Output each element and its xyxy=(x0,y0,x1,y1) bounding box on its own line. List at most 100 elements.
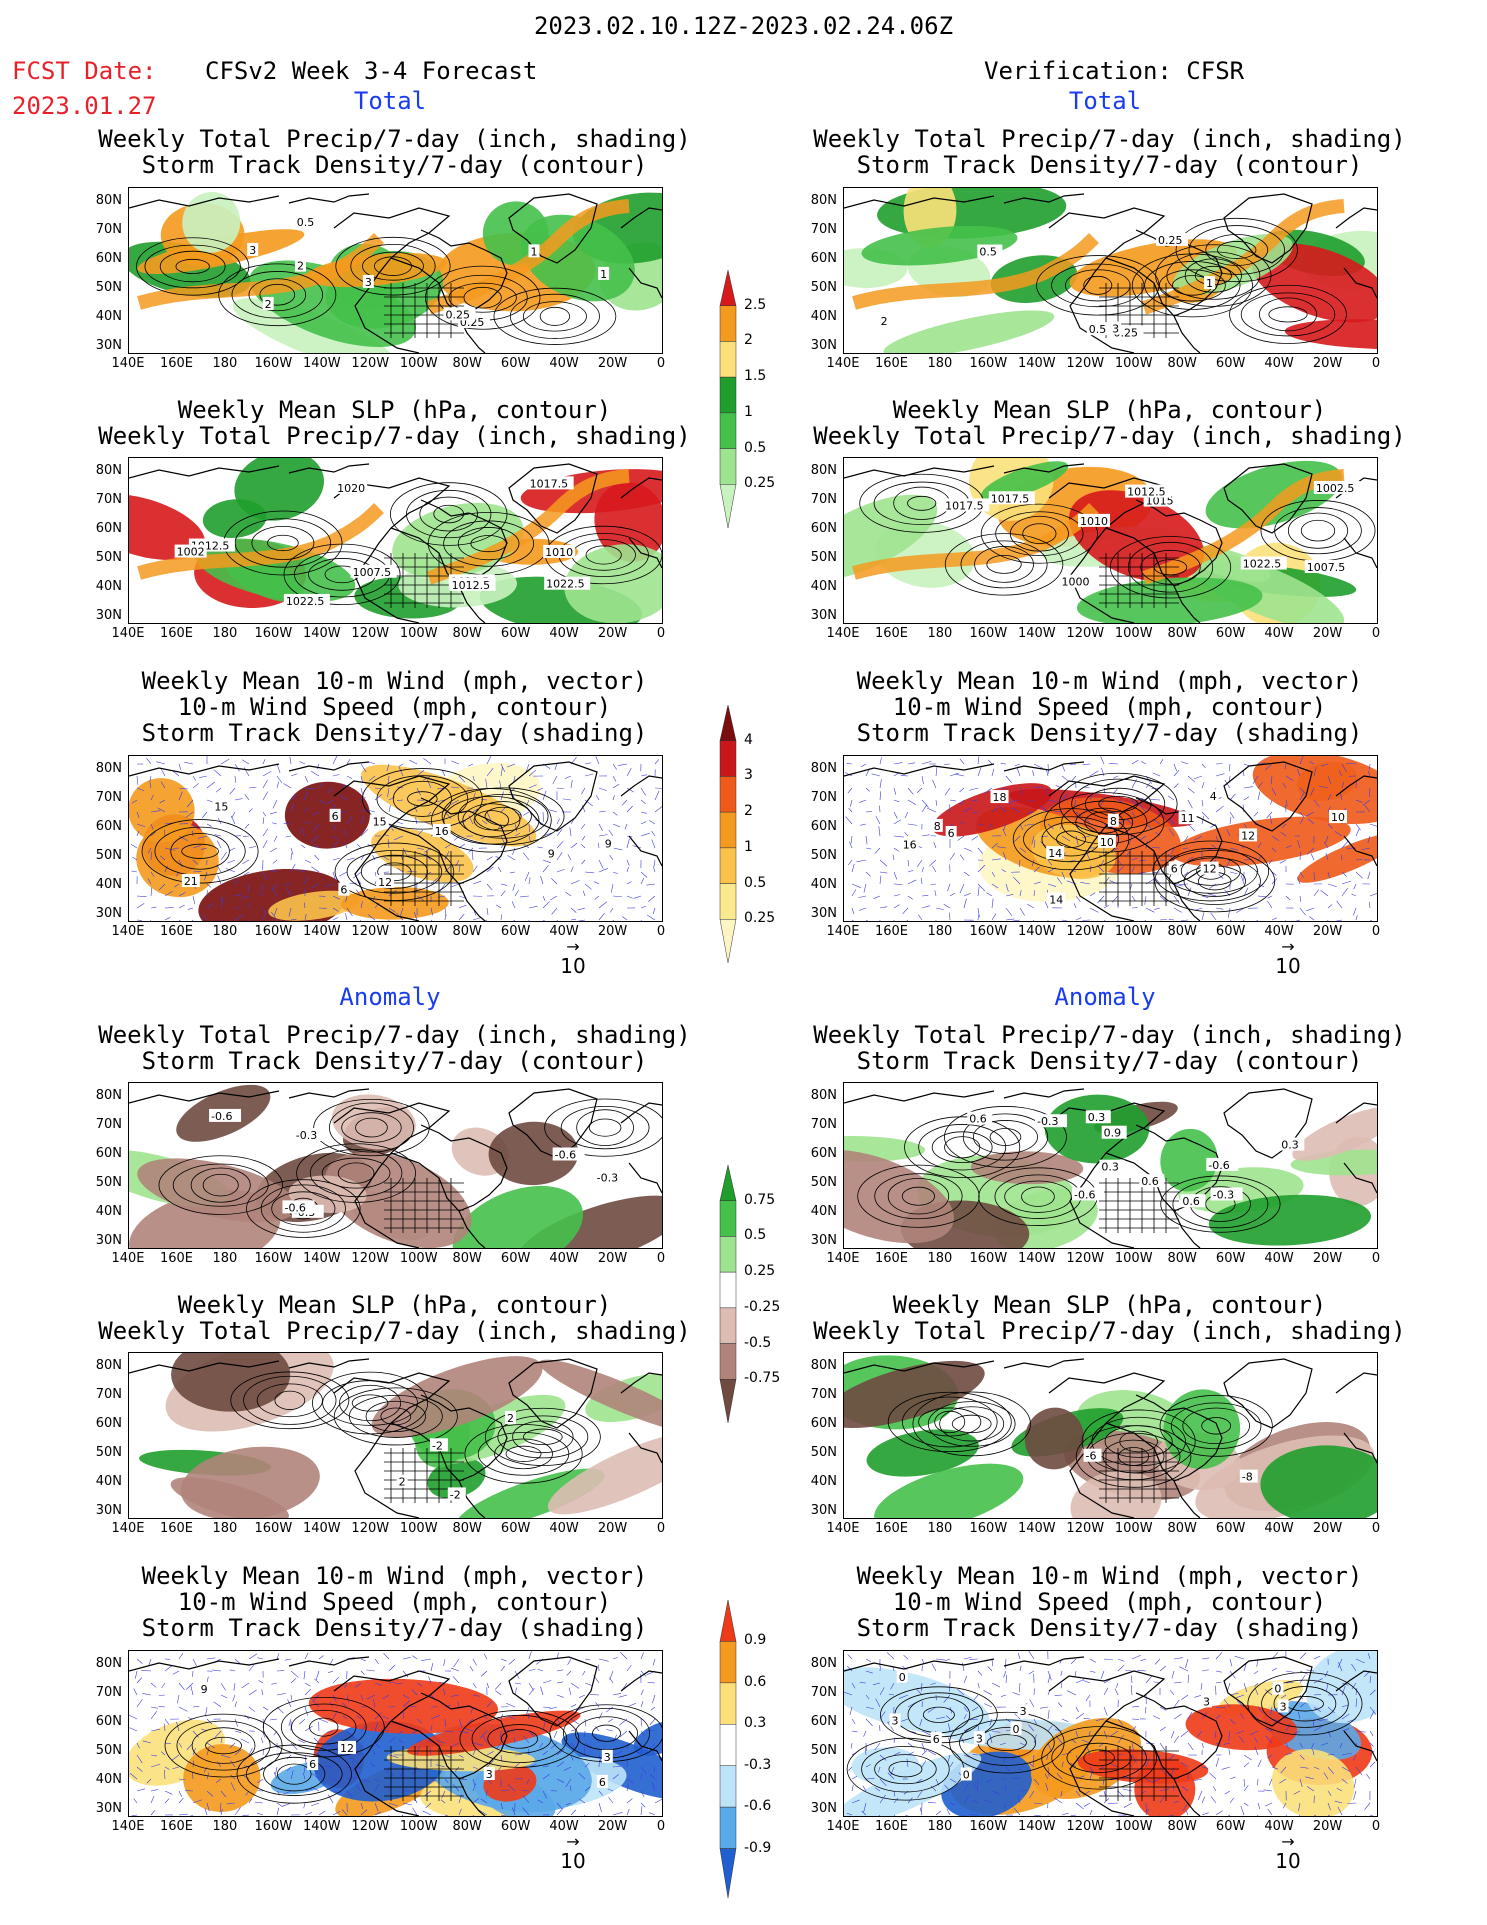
left-column-title: CFSv2 Week 3-4 Forecast xyxy=(205,57,538,85)
panel-f1-contour-label: 1 xyxy=(528,244,540,258)
svg-text:0.3: 0.3 xyxy=(1281,1139,1299,1152)
panel-v2-contour-label: 1017.5 xyxy=(943,498,990,512)
lat-tick-label: 50N xyxy=(95,550,122,565)
lat-tick-label: 70N xyxy=(95,1685,122,1700)
lat-tick-label: 80N xyxy=(810,463,837,478)
lon-tick-label: 100W xyxy=(1114,924,1153,939)
lat-tick-label: 40N xyxy=(810,877,837,892)
lat-tick-label: 30N xyxy=(95,1801,122,1816)
lon-tick-label: 20W xyxy=(597,1819,628,1834)
lon-tick-label: 140E xyxy=(111,626,145,641)
lon-tick-label: 40W xyxy=(1264,1251,1294,1266)
panel-f2-title-1: Weekly Total Precip/7-day (inch, shading… xyxy=(98,422,691,450)
lat-tick-label: 60N xyxy=(95,819,122,834)
panel-v6-contour-label: 3 xyxy=(889,1713,901,1727)
svg-text:9: 9 xyxy=(201,1683,208,1696)
panel-v2-contour-label: 1012.5 xyxy=(1125,484,1172,499)
svg-text:0.6: 0.6 xyxy=(969,1113,987,1126)
panel-f1-contour-label: 2 xyxy=(262,296,274,311)
lat-tick-label: 80N xyxy=(95,1656,122,1671)
panel-v4-title-1: Storm Track Density/7-day (contour) xyxy=(856,1047,1363,1075)
map-panel-f3: 15 9 6 12 15 21 16 9 6 xyxy=(128,755,663,922)
svg-text:1017.5: 1017.5 xyxy=(991,492,1029,505)
lon-tick-label: 20W xyxy=(597,1521,628,1536)
lat-tick-label: 80N xyxy=(810,193,837,208)
lon-tick-label: 140E xyxy=(111,1251,145,1266)
lon-tick-label: 20W xyxy=(597,1251,628,1266)
lat-tick-label: 60N xyxy=(810,1146,837,1161)
svg-text:1: 1 xyxy=(1206,277,1213,290)
panel-f5-contour-label: 2 xyxy=(396,1474,408,1489)
lon-tick-label: 40W xyxy=(549,1819,579,1834)
lon-tick-label: 160W xyxy=(969,1819,1008,1834)
lon-tick-label: 160W xyxy=(254,356,293,371)
panel-v2-contour-label: 1002.5 xyxy=(1313,480,1360,495)
svg-text:0.6: 0.6 xyxy=(1141,1175,1159,1188)
left-anomaly-label: Anomaly xyxy=(339,983,441,1011)
panel-v4-contour-label: 0.6 xyxy=(1180,1194,1206,1208)
lon-tick-label: 20W xyxy=(597,356,628,371)
svg-text:3: 3 xyxy=(365,276,372,289)
lat-tick-label: 30N xyxy=(95,608,122,623)
panel-v3-contour-label: 18 xyxy=(990,790,1009,804)
panel-f2-contour-label: 1010 xyxy=(543,544,576,559)
lon-tick-label: 120W xyxy=(351,1251,390,1266)
vector-reference: → 10 xyxy=(1263,939,1313,979)
lat-tick-label: 80N xyxy=(95,463,122,478)
panel-f6-contour-label: 12 xyxy=(337,1740,356,1755)
svg-text:1002.5: 1002.5 xyxy=(1316,482,1355,495)
svg-text:-0.6: -0.6 xyxy=(1074,1188,1095,1201)
svg-text:1: 1 xyxy=(600,268,607,281)
lon-tick-label: 140W xyxy=(1017,626,1056,641)
lon-tick-label: 100W xyxy=(399,924,438,939)
lon-tick-label: 180 xyxy=(212,1521,238,1536)
svg-text:1007.5: 1007.5 xyxy=(353,566,392,579)
lon-tick-label: 140W xyxy=(302,924,341,939)
panel-v1-title-1: Storm Track Density/7-day (contour) xyxy=(856,151,1363,179)
panel-f2-contour-label: 1002 xyxy=(174,544,207,559)
lon-tick-label: 40W xyxy=(549,1251,579,1266)
lat-tick-label: 30N xyxy=(810,1801,837,1816)
lon-tick-label: 40W xyxy=(1264,356,1294,371)
lon-tick-label: 140W xyxy=(1017,1521,1056,1536)
lat-tick-label: 80N xyxy=(95,1358,122,1373)
panel-v2-contour-label: 1022.5 xyxy=(1240,556,1287,571)
lat-tick-label: 70N xyxy=(95,492,122,507)
lon-tick-label: 80W xyxy=(1167,1819,1197,1834)
lon-tick-label: 60W xyxy=(500,1521,531,1536)
svg-text:-0.6: -0.6 xyxy=(284,1201,305,1214)
svg-text:-0.3: -0.3 xyxy=(1213,1188,1234,1201)
svg-text:11: 11 xyxy=(1181,812,1195,825)
colorbar-tick-label: 1 xyxy=(744,838,753,855)
svg-text:3: 3 xyxy=(249,244,256,257)
svg-text:1010: 1010 xyxy=(545,546,573,559)
lon-tick-label: 0 xyxy=(1371,924,1381,939)
svg-text:4: 4 xyxy=(1210,790,1217,803)
lat-tick-label: 40N xyxy=(95,877,122,892)
colorbar-tick-label: 0.6 xyxy=(744,1673,767,1690)
lat-tick-label: 50N xyxy=(95,1175,122,1190)
panel-f2-contour-label: 1022.5 xyxy=(283,593,330,608)
fcst-date-value: 2023.01.27 xyxy=(12,92,157,120)
svg-text:2: 2 xyxy=(507,1412,514,1425)
panel-v2-contour-label: 1007.5 xyxy=(1304,559,1351,574)
lat-tick-label: 70N xyxy=(810,1117,837,1132)
panel-v3-contour-label: 10 xyxy=(1329,810,1348,824)
lon-tick-label: 20W xyxy=(1312,356,1343,371)
lon-tick-label: 60W xyxy=(500,924,531,939)
lat-tick-label: 80N xyxy=(95,1088,122,1103)
lat-tick-label: 60N xyxy=(95,1146,122,1161)
svg-text:3: 3 xyxy=(1020,1705,1027,1718)
lon-tick-label: 140E xyxy=(826,1521,860,1536)
svg-text:0.5: 0.5 xyxy=(979,246,997,259)
lat-tick-label: 30N xyxy=(95,906,122,921)
map-panel-f2: 10201022.51017.510101012.51022.51022.510… xyxy=(128,457,663,624)
panel-v6-contour-label: 3 xyxy=(1277,1699,1289,1713)
lon-tick-label: 180 xyxy=(212,1819,238,1834)
colorbar-tick-label: 0.25 xyxy=(744,1263,776,1280)
svg-text:16: 16 xyxy=(903,839,917,852)
lon-tick-label: 20W xyxy=(597,626,628,641)
lon-tick-label: 180 xyxy=(212,626,238,641)
lon-tick-label: 160W xyxy=(254,1819,293,1834)
